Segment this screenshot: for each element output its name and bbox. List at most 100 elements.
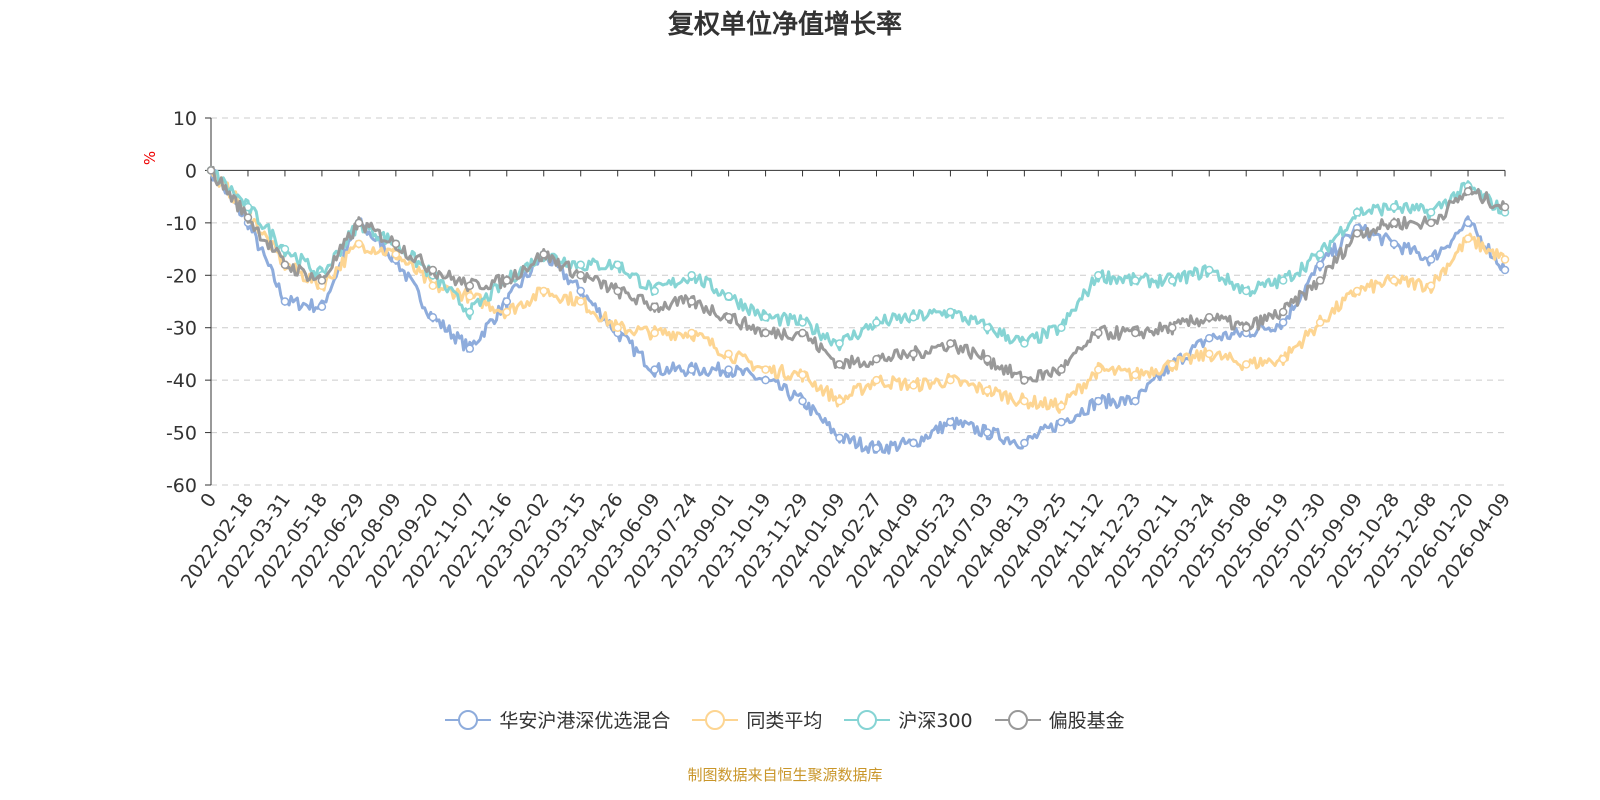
data-point[interactable] — [576, 297, 585, 306]
data-point[interactable] — [1094, 328, 1103, 338]
data-point[interactable] — [872, 444, 881, 453]
data-point[interactable] — [1426, 255, 1436, 264]
data-point[interactable] — [1094, 365, 1103, 374]
data-point[interactable] — [1131, 276, 1140, 285]
data-point[interactable] — [1204, 265, 1214, 275]
data-point[interactable] — [835, 396, 844, 406]
data-point[interactable] — [1500, 255, 1510, 264]
data-point[interactable] — [1131, 328, 1140, 338]
data-point[interactable] — [1278, 307, 1288, 317]
data-point[interactable] — [1131, 370, 1140, 380]
data-point[interactable] — [1389, 202, 1399, 212]
data-point[interactable] — [946, 307, 955, 317]
data-point[interactable] — [650, 286, 659, 296]
data-point[interactable] — [1057, 365, 1066, 374]
data-point[interactable] — [613, 323, 622, 332]
data-point[interactable] — [1241, 286, 1251, 296]
data-point[interactable] — [391, 250, 401, 259]
data-point[interactable] — [280, 260, 290, 270]
data-point[interactable] — [576, 260, 585, 270]
data-point[interactable] — [872, 354, 881, 364]
data-point[interactable] — [1020, 339, 1029, 348]
legend-item[interactable]: 华安沪港深优选混合 — [445, 706, 670, 733]
data-point[interactable] — [650, 302, 659, 311]
data-point[interactable] — [1389, 276, 1399, 285]
data-point[interactable] — [946, 375, 955, 385]
data-point[interactable] — [576, 271, 585, 280]
data-point[interactable] — [983, 354, 992, 364]
data-point[interactable] — [1315, 276, 1325, 285]
data-point[interactable] — [1426, 218, 1436, 228]
data-point[interactable] — [724, 349, 733, 359]
data-point[interactable] — [761, 365, 770, 374]
data-point[interactable] — [1057, 323, 1066, 332]
data-point[interactable] — [835, 360, 844, 369]
data-point[interactable] — [428, 281, 438, 291]
data-point[interactable] — [1057, 417, 1066, 427]
data-point[interactable] — [687, 365, 696, 374]
data-point[interactable] — [687, 328, 696, 338]
data-point[interactable] — [1168, 276, 1177, 285]
data-point[interactable] — [909, 381, 918, 390]
data-point[interactable] — [724, 312, 733, 322]
data-point[interactable] — [1204, 333, 1214, 343]
data-point[interactable] — [946, 339, 955, 348]
data-point[interactable] — [317, 276, 327, 285]
data-point[interactable] — [761, 312, 770, 322]
legend-item[interactable]: 同类平均 — [692, 706, 822, 733]
data-point[interactable] — [1278, 276, 1288, 285]
data-point[interactable] — [1094, 396, 1103, 406]
data-point[interactable] — [798, 328, 807, 338]
data-point[interactable] — [539, 286, 548, 296]
data-point[interactable] — [1389, 218, 1399, 228]
data-point[interactable] — [428, 312, 438, 322]
data-point[interactable] — [391, 239, 401, 249]
data-point[interactable] — [465, 307, 475, 317]
data-point[interactable] — [724, 292, 733, 301]
data-point[interactable] — [1168, 323, 1177, 332]
data-point[interactable] — [1020, 375, 1029, 385]
data-point[interactable] — [1315, 318, 1325, 327]
data-point[interactable] — [317, 302, 327, 311]
data-point[interactable] — [502, 307, 512, 317]
data-point[interactable] — [1204, 312, 1214, 322]
data-point[interactable] — [1315, 250, 1325, 259]
data-point[interactable] — [1426, 208, 1436, 217]
data-point[interactable] — [1241, 323, 1251, 332]
data-point[interactable] — [909, 438, 918, 448]
data-point[interactable] — [1352, 208, 1362, 217]
data-point[interactable] — [280, 297, 290, 306]
legend-item[interactable]: 偏股基金 — [994, 706, 1125, 733]
data-point[interactable] — [502, 297, 512, 306]
data-point[interactable] — [280, 244, 290, 254]
data-point[interactable] — [1094, 271, 1103, 280]
data-point[interactable] — [798, 370, 807, 380]
data-point[interactable] — [650, 328, 659, 338]
data-point[interactable] — [1463, 187, 1473, 196]
data-point[interactable] — [1389, 239, 1399, 249]
data-point[interactable] — [1204, 349, 1214, 359]
data-point[interactable] — [761, 328, 770, 338]
data-point[interactable] — [1020, 396, 1029, 406]
data-point[interactable] — [613, 260, 622, 270]
data-point[interactable] — [798, 318, 807, 327]
data-point[interactable] — [465, 281, 475, 291]
data-point[interactable] — [502, 276, 512, 285]
data-point[interactable] — [1352, 286, 1362, 296]
data-point[interactable] — [576, 286, 585, 296]
data-point[interactable] — [465, 292, 475, 301]
data-point[interactable] — [465, 344, 475, 353]
data-point[interactable] — [872, 318, 881, 327]
data-point[interactable] — [1241, 360, 1251, 369]
data-point[interactable] — [687, 271, 696, 280]
data-point[interactable] — [354, 239, 364, 249]
data-point[interactable] — [206, 166, 216, 175]
data-point[interactable] — [1463, 234, 1473, 243]
data-point[interactable] — [983, 428, 992, 437]
data-point[interactable] — [798, 396, 807, 406]
data-point[interactable] — [243, 213, 253, 222]
data-point[interactable] — [1057, 402, 1066, 411]
data-point[interactable] — [613, 286, 622, 296]
data-point[interactable] — [354, 218, 364, 228]
data-point[interactable] — [1020, 438, 1029, 448]
